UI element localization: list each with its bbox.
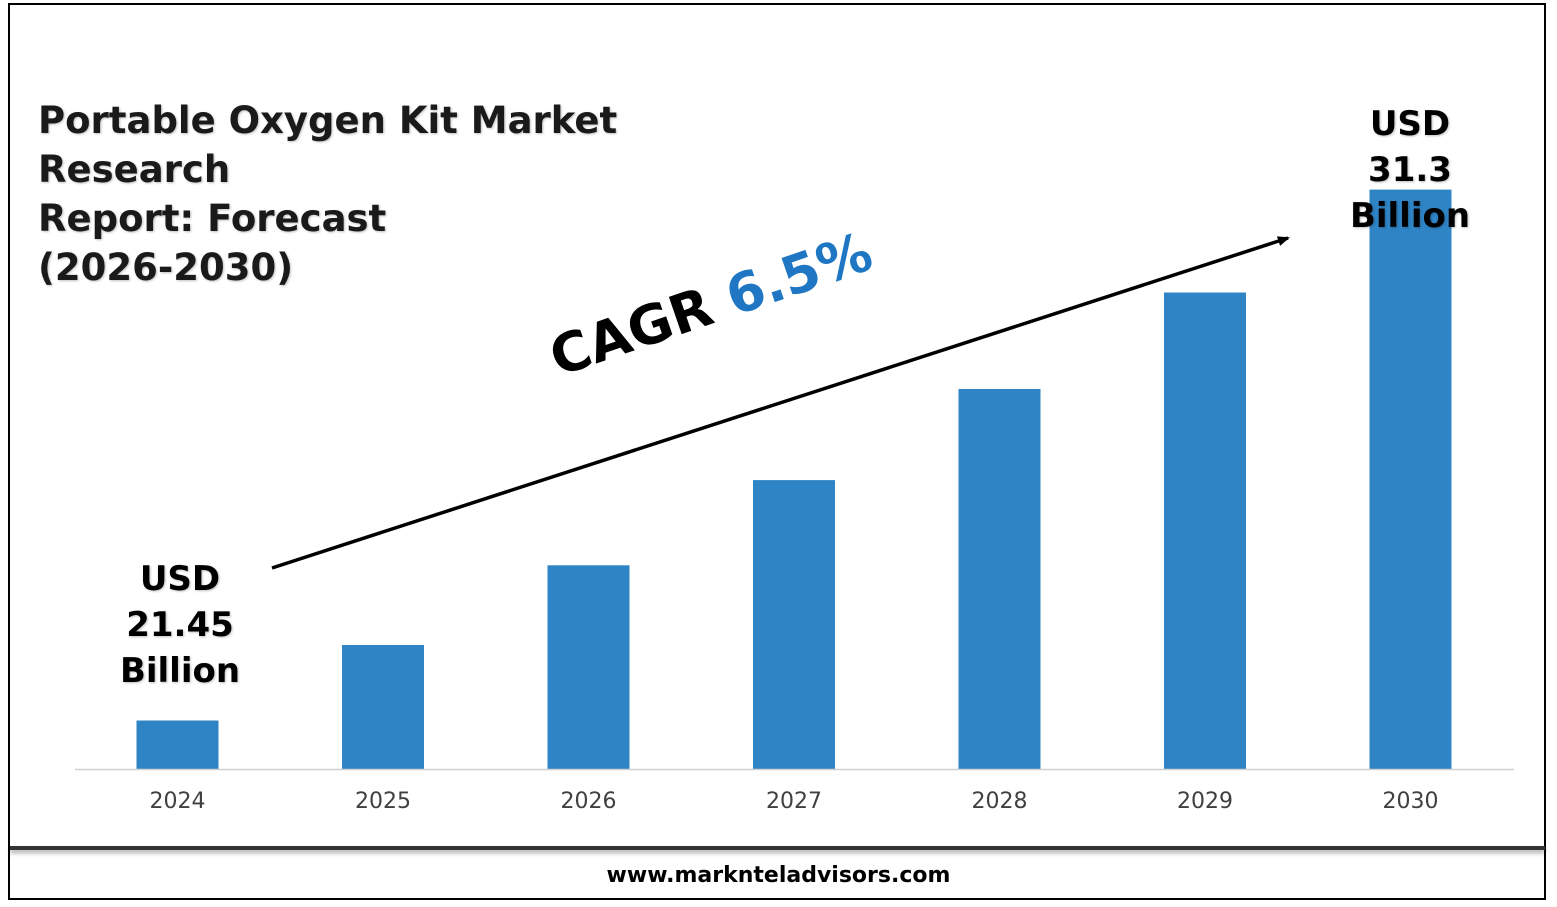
bar-2027 — [753, 480, 835, 769]
bar-2025 — [342, 645, 424, 769]
x-tick-labels: 2024 2025 2026 2027 2028 2029 2030 — [150, 789, 1439, 814]
x-tick-label-2030: 2030 — [1383, 789, 1439, 814]
cagr-trend-arrow — [271, 236, 1290, 570]
bars-layer — [136, 189, 1452, 770]
end-value-callout: USD 31.3 Billion — [1330, 101, 1490, 239]
end-value-amount: 31.3 — [1368, 150, 1452, 190]
bar-2028 — [958, 389, 1041, 769]
bar-2029 — [1164, 292, 1246, 769]
x-tick-label-2024: 2024 — [150, 789, 206, 814]
bar-2024 — [136, 720, 219, 769]
start-value-unit: Billion — [119, 651, 241, 691]
footer-url: www.marknteladvisors.com — [606, 863, 951, 888]
x-tick-label-2026: 2026 — [561, 789, 617, 814]
start-value-amount: 21.45 — [126, 605, 234, 645]
chart-title-line-1: Portable Oxygen Kit Market Research — [38, 99, 618, 191]
x-tick-label-2028: 2028 — [972, 789, 1028, 814]
chart-title: Portable Oxygen Kit Market Research Repo… — [38, 96, 798, 292]
bar-2030 — [1369, 189, 1452, 770]
footer-divider — [10, 846, 1545, 850]
chart-title-line-2: Report: Forecast — [38, 197, 387, 240]
bar-2026 — [547, 565, 630, 769]
end-value-currency: USD — [1369, 104, 1451, 144]
end-value-unit: Billion — [1349, 196, 1471, 236]
start-value-callout: USD 21.45 Billion — [100, 556, 260, 694]
x-tick-label-2025: 2025 — [355, 789, 411, 814]
chart-title-line-3: (2026-2030) — [38, 246, 294, 289]
x-tick-label-2027: 2027 — [766, 789, 822, 814]
start-value-currency: USD — [139, 559, 221, 599]
x-tick-label-2029: 2029 — [1177, 789, 1233, 814]
